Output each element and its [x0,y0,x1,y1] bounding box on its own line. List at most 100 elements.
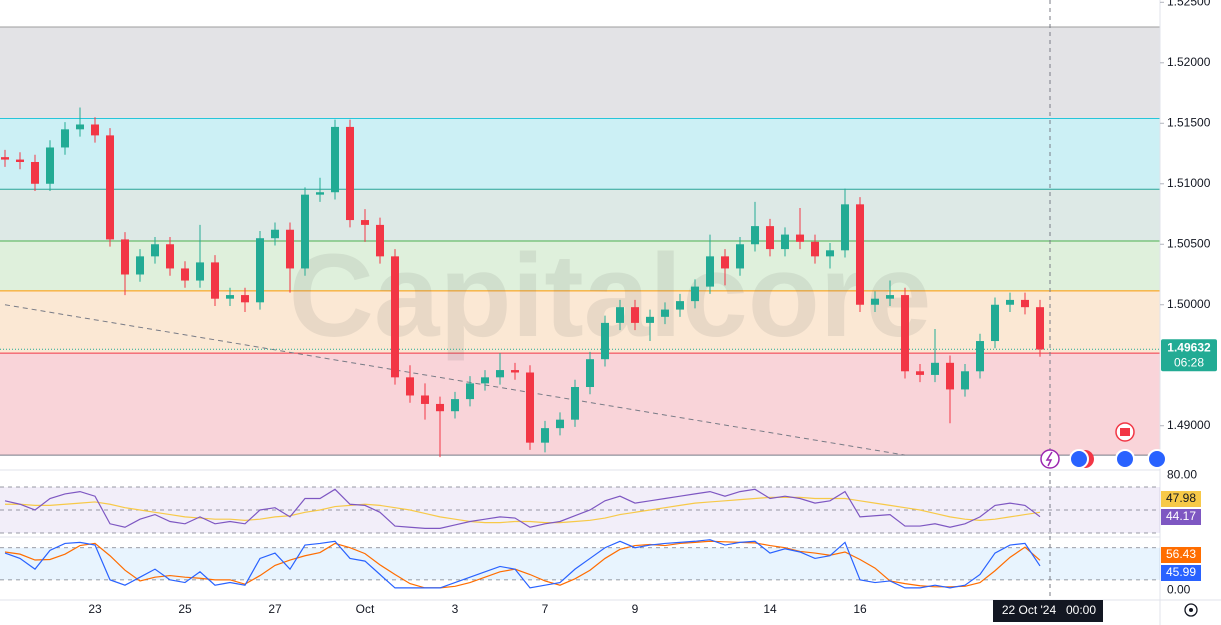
candle-body [406,377,414,396]
candle-body [691,286,699,302]
y-tick-label: 1.51000 [1167,176,1211,190]
candle-body [136,256,144,275]
candle-body [286,229,294,269]
candle-body [226,295,234,299]
candle-body [991,304,999,342]
x-tick-label: 25 [178,602,192,616]
event-icons[interactable] [1040,422,1167,469]
stoch-line [4,539,1041,589]
candle-body [241,295,249,303]
x-tick-label: 14 [763,602,777,616]
cursor-date-box [993,600,1103,622]
candle-body [271,229,279,239]
candle-body [826,250,834,257]
candle-body [586,359,594,388]
fib-zone [0,189,1160,241]
candle-body [481,377,489,384]
watermark: Capitalcore [289,230,932,362]
candle-body [811,241,819,257]
candle-body [331,126,339,193]
candle-body [91,124,99,136]
candle-body [361,220,369,225]
candle-body [706,256,714,287]
fib-zone [0,353,1160,456]
candle-body [1021,299,1029,308]
y-tick-label: 1.50500 [1167,236,1211,250]
candle-body [721,256,729,269]
candle-body [631,307,639,323]
stoch-value-label: 56.43 [1166,547,1196,561]
stoch-tick-label: 0.00 [1167,583,1191,597]
x-tick-label: 3 [452,602,459,616]
candle-body [781,234,789,250]
settings-icon-dot [1189,608,1193,612]
axes [1160,1,1164,427]
event-icon[interactable] [1040,449,1060,469]
candle-body [301,194,309,269]
x-tick-label: 9 [632,602,639,616]
candle-body [556,419,564,429]
y-tick-label: 1.51500 [1167,115,1211,129]
rsi-value-box [1161,509,1201,525]
settings-icon[interactable] [1184,603,1198,617]
rsi-value-box [1161,491,1201,507]
fib-zones [0,26,1160,456]
x-tick-label: 7 [542,602,549,616]
axis-labels: 23 25 27 Oct 3 7 9 14 16 1.52500 1.52000 1.51500 1.5… [88,0,1217,622]
fib-zone [0,118,1160,190]
candle-body [526,372,534,443]
candle-body [421,395,429,404]
candle-body [451,399,459,412]
candle-body [931,362,939,375]
fib-zone [0,26,1160,119]
stoch-value-box [1161,547,1201,563]
rsi-value-label: 47.98 [1166,491,1196,505]
candle-body [496,370,504,378]
stoch-value-label: 45.99 [1166,565,1196,579]
candle-body [46,147,54,184]
candle-body [976,341,984,372]
candle-body [676,301,684,310]
event-icon[interactable] [1069,449,1089,469]
candle-body [1,157,9,160]
candle-body [376,224,384,257]
candle-body [1006,299,1014,305]
x-tick-label: 16 [853,602,867,616]
candle-body [616,307,624,323]
y-tick-label: 1.52500 [1167,0,1211,8]
rsi-value-label: 44.17 [1166,509,1196,523]
event-icon[interactable] [1115,449,1135,469]
candle-body [466,383,474,400]
candle-body [916,371,924,375]
candle-body [886,295,894,299]
candle-body [211,262,219,299]
y-tick-label: 1.49000 [1167,418,1211,432]
candle-body [946,362,954,390]
candle-body [121,239,129,275]
event-icon[interactable] [1147,449,1167,469]
y-tick-label: 1.52000 [1167,55,1211,69]
candle-body [181,268,189,281]
candle-body [76,124,84,130]
candle-body [871,298,879,305]
fib-zone [0,240,1160,291]
y-tick-label: 1.50000 [1167,297,1211,311]
stoch-band [0,547,1160,580]
candle-body [571,387,579,420]
candle-body [766,226,774,250]
indicator-panes [0,486,1160,589]
candle-body [856,204,864,305]
candle-body [796,234,804,242]
candle-body [601,322,609,360]
candle-body [661,309,669,317]
candle-body [166,244,174,269]
current-price-box [1161,339,1217,372]
countdown-label: 06:28 [1174,355,1204,369]
x-tick-label: 23 [88,602,102,616]
candle-body [1036,307,1044,350]
trendline [4,304,906,456]
candle-body [16,159,24,162]
fib-zone [0,290,1160,354]
